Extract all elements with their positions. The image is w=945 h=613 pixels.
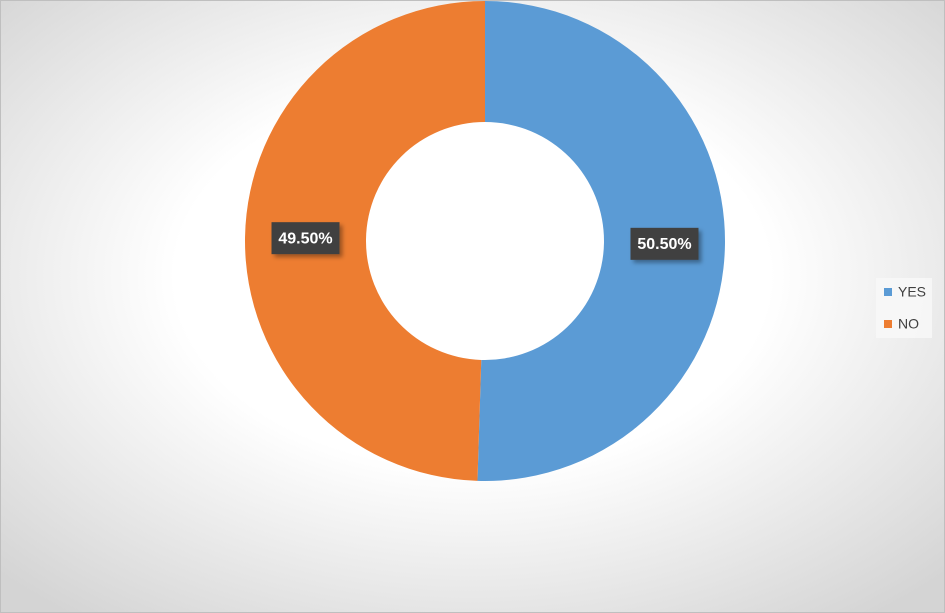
legend-marker	[884, 288, 892, 296]
data-label: 49.50%	[271, 222, 340, 255]
data-label-box	[271, 222, 340, 255]
legend-label: NO	[898, 316, 919, 332]
donut-slice	[244, 1, 485, 481]
data-label-box	[630, 227, 699, 260]
legend-marker	[884, 320, 892, 328]
data-label-text: 49.50%	[278, 230, 332, 247]
donut-slice	[477, 1, 725, 481]
data-label-text: 50.50%	[637, 236, 691, 253]
legend-label: YES	[898, 284, 926, 300]
data-label: 50.50%	[630, 227, 699, 260]
